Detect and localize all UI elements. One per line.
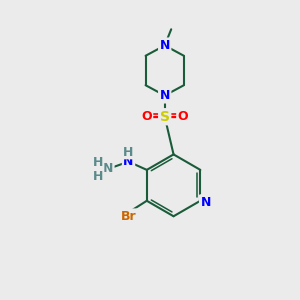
Text: H: H bbox=[123, 146, 133, 159]
Text: H: H bbox=[93, 170, 104, 183]
Text: N: N bbox=[160, 39, 170, 52]
Text: N: N bbox=[160, 89, 170, 102]
Text: N: N bbox=[200, 196, 211, 209]
Text: H: H bbox=[93, 156, 104, 169]
Text: Br: Br bbox=[121, 210, 137, 223]
Text: O: O bbox=[141, 110, 152, 123]
Text: N: N bbox=[103, 163, 113, 176]
Text: S: S bbox=[160, 110, 170, 124]
Text: O: O bbox=[178, 110, 188, 123]
Text: N: N bbox=[123, 155, 134, 168]
